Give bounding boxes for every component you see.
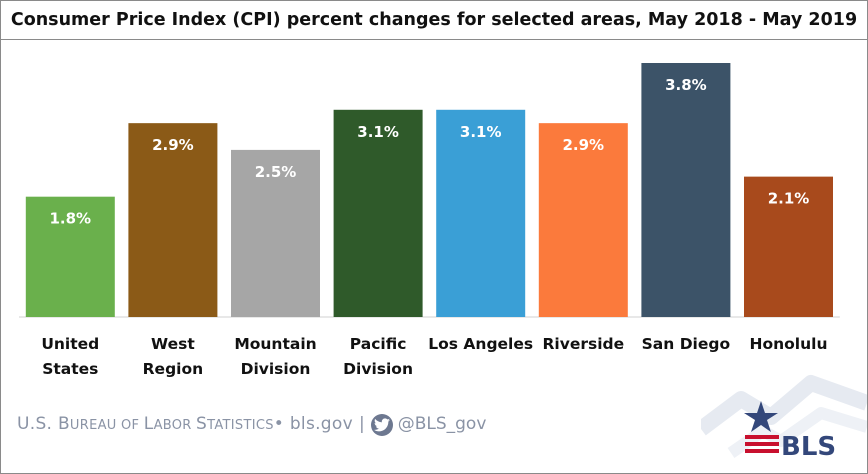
category-label-line: United [41,335,99,353]
chart-title-bar: Consumer Price Index (CPI) percent chang… [1,1,867,40]
bar [231,149,320,317]
category-label: Mountain Division [234,335,316,378]
data-label: 3.8% [665,76,707,94]
data-label: 3.1% [357,123,399,141]
bar [744,176,833,317]
category-label: United States [41,335,99,378]
category-label-line: Division [343,360,413,378]
bar [128,123,218,317]
bls-logo-text: BLS [781,432,836,462]
data-label: 2.9% [152,136,194,154]
category-label-line: Honolulu [750,335,828,353]
bar [436,109,526,317]
category-label-line: West [151,335,195,353]
footer-credit: U.S. BUREAU OF LABOR STATISTICS • bls.go… [17,409,486,439]
twitter-bird-icon [370,414,393,436]
data-label: 1.8% [49,210,91,228]
category-label-line: Division [241,360,311,378]
category-label: San Diego [642,335,731,353]
category-label-line: States [42,360,98,378]
category-label-line: Region [143,360,204,378]
footer-divider: | [358,414,365,434]
data-label: 2.9% [562,136,604,154]
category-label-line: San Diego [642,335,731,353]
category-label: Honolulu [750,335,828,353]
data-label: 2.1% [768,190,810,208]
website-text: • bls.gov [273,414,353,434]
bar [538,123,628,317]
twitter-handle: @BLS_gov [397,414,487,434]
chart-title: Consumer Price Index (CPI) percent chang… [10,10,858,30]
category-label-line: Mountain [234,335,316,353]
bls-star-logo-icon: BLS [701,375,867,462]
category-label-line: Pacific [350,335,407,353]
data-label: 3.1% [460,123,502,141]
bar [25,196,115,317]
category-label: Riverside [542,335,624,353]
agency-name: U.S. BUREAU OF LABOR STATISTICS [17,414,274,434]
category-label: Pacific Division [343,335,413,378]
bar [641,63,731,317]
data-label: 2.5% [255,163,297,181]
category-label: West Region [143,335,204,378]
category-label-line: Los Angeles [428,335,533,353]
category-label: Los Angeles [428,335,533,353]
bar [333,109,423,317]
category-label-line: Riverside [542,335,624,353]
